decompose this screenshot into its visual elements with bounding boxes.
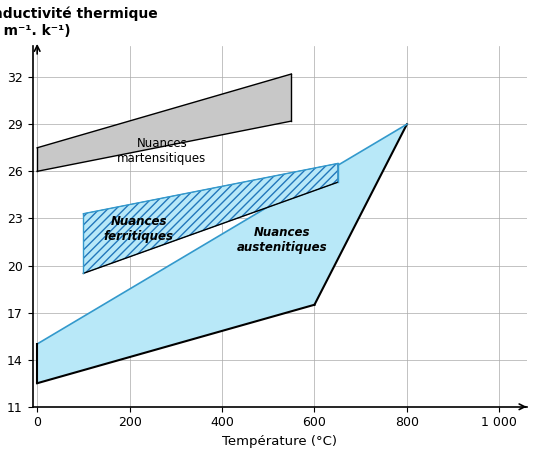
X-axis label: Température (°C): Température (°C) xyxy=(222,435,337,448)
Text: Conductivité thermique
(W. m⁻¹. k⁻¹): Conductivité thermique (W. m⁻¹. k⁻¹) xyxy=(0,7,158,38)
Text: Nuances
martensitiques: Nuances martensitiques xyxy=(117,137,207,165)
Text: Nuances
austenitiques: Nuances austenitiques xyxy=(237,226,327,254)
Polygon shape xyxy=(37,124,407,383)
Text: Nuances
ferritiques: Nuances ferritiques xyxy=(104,215,174,243)
Polygon shape xyxy=(37,74,292,172)
